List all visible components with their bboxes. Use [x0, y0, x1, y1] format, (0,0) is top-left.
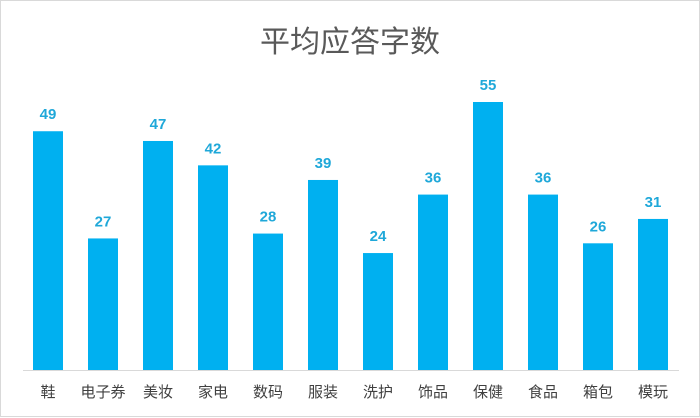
data-label-10: 26 [590, 218, 607, 235]
data-label-1: 27 [95, 213, 112, 230]
data-label-11: 31 [645, 194, 662, 211]
bar-9 [528, 194, 558, 370]
data-label-5: 39 [315, 155, 332, 172]
bar-0 [33, 131, 63, 370]
chart-title: 平均应答字数 [260, 25, 440, 60]
data-label-0: 49 [40, 106, 57, 123]
tick-label-9: 食品 [528, 383, 558, 401]
bar-5 [308, 179, 338, 370]
bar-3 [198, 165, 228, 370]
tick-label-3: 家电 [198, 383, 228, 401]
bar-4 [253, 233, 283, 370]
bar-7 [418, 194, 448, 370]
data-label-2: 47 [150, 116, 167, 133]
tick-label-2: 美妆 [143, 383, 173, 401]
tick-label-1: 电子券 [80, 383, 125, 401]
bar-10 [583, 243, 613, 370]
data-label-7: 36 [425, 170, 442, 187]
bar-1 [88, 238, 118, 370]
tick-label-11: 模玩 [638, 383, 668, 401]
tick-label-0: 鞋 [40, 383, 55, 401]
bar-11 [638, 218, 668, 370]
data-label-9: 36 [535, 170, 552, 187]
data-label-3: 42 [205, 140, 222, 157]
tick-label-6: 洗护 [363, 383, 393, 401]
bar-8 [473, 102, 503, 370]
tick-label-5: 服装 [308, 383, 338, 401]
data-label-4: 28 [260, 209, 277, 226]
data-label-6: 24 [370, 228, 387, 245]
bar-2 [143, 140, 173, 370]
tick-label-7: 饰品 [418, 383, 448, 401]
tick-label-8: 保健 [473, 383, 503, 401]
data-label-8: 55 [480, 77, 497, 94]
bar-6 [363, 253, 393, 370]
tick-label-10: 箱包 [583, 383, 613, 401]
tick-label-4: 数码 [253, 383, 283, 401]
